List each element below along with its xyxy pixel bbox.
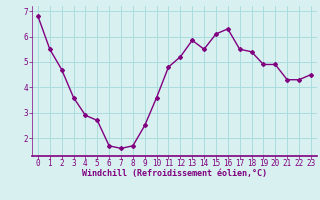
X-axis label: Windchill (Refroidissement éolien,°C): Windchill (Refroidissement éolien,°C): [82, 169, 267, 178]
